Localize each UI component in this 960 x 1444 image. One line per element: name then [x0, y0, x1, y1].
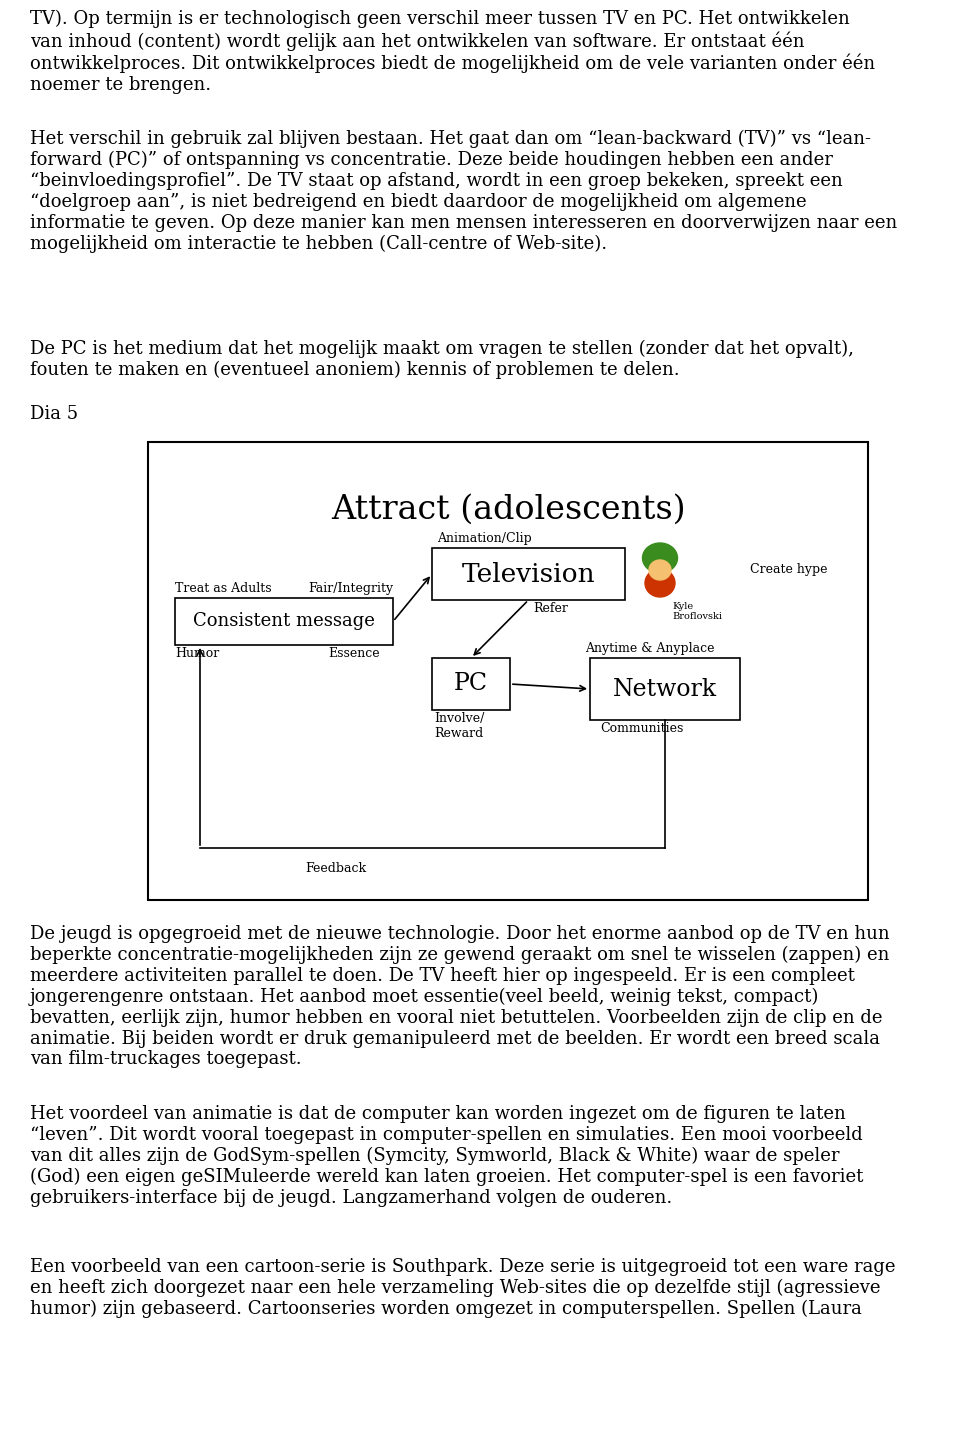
Text: Treat as Adults: Treat as Adults: [175, 582, 272, 595]
Ellipse shape: [642, 543, 678, 573]
Text: Kyle
Broflovski: Kyle Broflovski: [672, 602, 722, 621]
Text: De jeugd is opgegroeid met de nieuwe technologie. Door het enorme aanbod op de T: De jeugd is opgegroeid met de nieuwe tec…: [30, 926, 890, 1069]
Text: Een voorbeeld van een cartoon-serie is Southpark. Deze serie is uitgegroeid tot : Een voorbeeld van een cartoon-serie is S…: [30, 1258, 896, 1318]
Bar: [432, 658, 510, 710]
Text: Feedback: Feedback: [305, 862, 366, 875]
Bar: [590, 658, 740, 721]
Text: Het voordeel van animatie is dat de computer kan worden ingezet om de figuren te: Het voordeel van animatie is dat de comp…: [30, 1105, 863, 1207]
Text: Anytime & Anyplace: Anytime & Anyplace: [585, 643, 714, 656]
Text: Consistent message: Consistent message: [193, 612, 375, 631]
Text: Communities: Communities: [600, 722, 684, 735]
Text: PC: PC: [454, 673, 488, 696]
Text: Television: Television: [462, 562, 595, 586]
Text: Network: Network: [612, 677, 717, 700]
Text: Create hype: Create hype: [750, 563, 828, 576]
Text: Humor: Humor: [175, 647, 219, 660]
Ellipse shape: [649, 560, 671, 580]
Ellipse shape: [645, 569, 675, 596]
Text: TV). Op termijn is er technologisch geen verschil meer tussen TV en PC. Het ontw: TV). Op termijn is er technologisch geen…: [30, 10, 876, 94]
Bar: [432, 549, 625, 601]
Bar: [175, 598, 393, 645]
Text: Dia 5: Dia 5: [30, 404, 78, 423]
Text: Het verschil in gebruik zal blijven bestaan. Het gaat dan om “lean-backward (TV): Het verschil in gebruik zal blijven best…: [30, 130, 898, 253]
Text: Refer: Refer: [534, 602, 568, 615]
Text: Essence: Essence: [328, 647, 379, 660]
Text: Involve/
Reward: Involve/ Reward: [434, 712, 485, 739]
Text: Animation/Clip: Animation/Clip: [437, 531, 532, 544]
Bar: [148, 442, 868, 900]
Text: Fair/Integrity: Fair/Integrity: [308, 582, 394, 595]
Text: De PC is het medium dat het mogelijk maakt om vragen te stellen (zonder dat het : De PC is het medium dat het mogelijk maa…: [30, 339, 853, 380]
Text: Attract (adolescents): Attract (adolescents): [330, 494, 685, 526]
